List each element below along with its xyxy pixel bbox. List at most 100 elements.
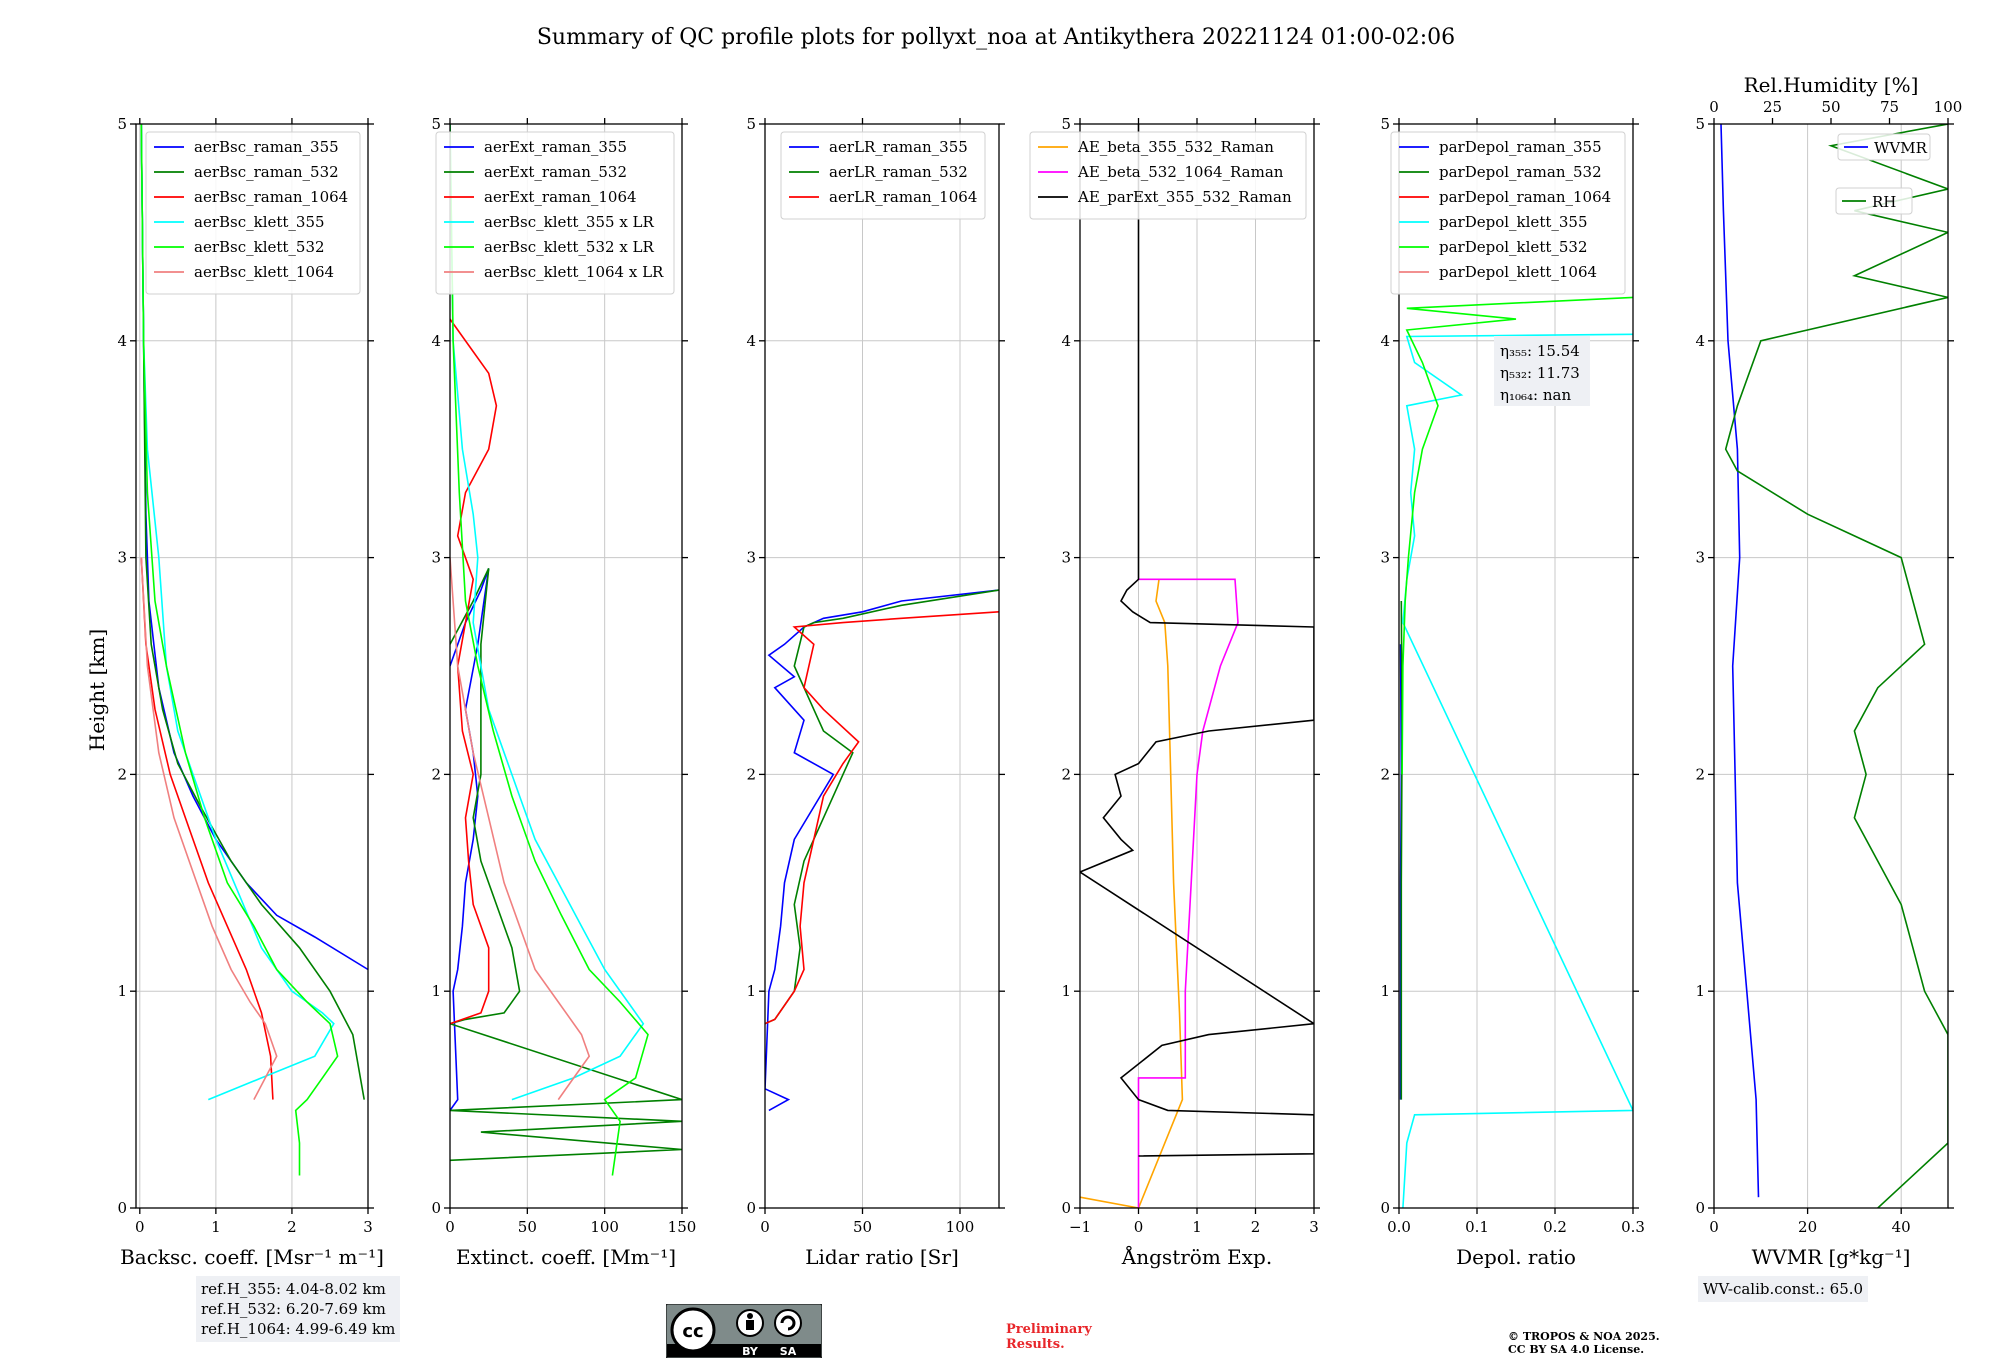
preliminary-line-1: Preliminary (1006, 1322, 1092, 1337)
y-tick-label: 5 (1380, 115, 1390, 133)
x-tick-label: 50 (853, 1218, 872, 1236)
y-tick-label: 0 (117, 1199, 127, 1217)
legend: RH (1835, 187, 1913, 215)
series-line-aerlr-raman-532 (765, 589, 999, 1025)
plot-frame (1398, 123, 1634, 1209)
x-tick-label: 1 (211, 1218, 221, 1236)
series-line-pardepol-klett-532 (1401, 296, 1633, 775)
x-tick-label: 0 (1709, 1218, 1719, 1236)
y-tick-label: 0 (746, 1199, 756, 1217)
legend-entry: aerLR_raman_1064 (829, 188, 977, 206)
legend-entry: aerBsc_klett_355 x LR (484, 213, 655, 231)
legend-box (1837, 133, 1931, 161)
y-tick-label: 4 (1061, 332, 1071, 350)
x-axis-label: Extinct. coeff. [Mm⁻¹] (456, 1245, 676, 1269)
preliminary-results-note: Preliminary Results. (1006, 1322, 1092, 1352)
series-line-ae-parext-355-532-raman (1080, 124, 1314, 1157)
y-tick-label: 3 (1061, 549, 1071, 567)
eta-annotation-box (1494, 336, 1590, 406)
panel-2: 0 50 100 150 0 1 2 3 4 5 Extinct. coeff. [Mm⁻¹] aer… (431, 115, 696, 1269)
series-line-aerbsc-klett-355-x-lr (450, 124, 645, 1101)
y-tick-label: 1 (746, 982, 756, 1000)
x-axis-label: Lidar ratio [Sr] (805, 1245, 959, 1269)
wv-calibration-constant: WV-calib.const.: 65.0 (1703, 1280, 1864, 1298)
eta-annotation-line: η₅₃₂: 11.73 (1500, 364, 1580, 382)
ref-height-532: ref.H_532: 6.20-7.69 km (201, 1300, 386, 1318)
panel-1: 0 1 2 3 0 1 2 3 4 5 Backsc. coeff. [Msr⁻¹ m⁻¹] aerB… (117, 115, 383, 1269)
x-tick-label: 0.3 (1621, 1218, 1645, 1236)
x2-axis-label: Rel.Humidity [%] (1744, 73, 1919, 97)
x-tick-label: 3 (363, 1218, 373, 1236)
panel-3: 0 50 100 0 1 2 3 4 5 Lidar ratio [Sr] aerLR_raman_… (746, 115, 1005, 1269)
x-tick-label: 0 (1134, 1218, 1144, 1236)
copyright-note: © TROPOS & NOA 2025. CC BY SA 4.0 Licens… (1508, 1330, 1660, 1356)
y-tick-label: 0 (1695, 1199, 1705, 1217)
series-group (1399, 296, 1633, 1208)
series-line-rh (1724, 124, 1948, 1208)
x-tick-label: 0.1 (1465, 1218, 1489, 1236)
legend-box (1835, 187, 1913, 215)
legend: WVMR (1837, 133, 1931, 161)
legend-entry: aerBsc_raman_1064 (194, 188, 348, 206)
y-tick-label: 5 (1061, 115, 1071, 133)
panels-group: 0 1 2 3 0 1 2 3 4 5 Backsc. coeff. [Msr⁻¹ m⁻¹] aerB… (117, 73, 1962, 1269)
badge-by-label: BY (742, 1345, 759, 1358)
plot-frame (764, 123, 1000, 1209)
legend-entry: parDepol_klett_532 (1439, 238, 1588, 256)
x-tick-label: 0 (135, 1218, 145, 1236)
y-tick-label: 1 (1380, 982, 1390, 1000)
series-line-pardepol-klett-355 (1402, 333, 1633, 1208)
y-tick-label: 2 (117, 765, 127, 783)
legend-entry: parDepol_raman_532 (1439, 163, 1602, 181)
legend-entry: AE_parExt_355_532_Raman (1077, 188, 1292, 206)
legend-box (780, 131, 986, 220)
y-tick-label: 5 (1695, 115, 1705, 133)
y-tick-label: 3 (746, 549, 756, 567)
x2-tick-label: 75 (1880, 98, 1899, 116)
x-tick-label: 3 (1309, 1218, 1319, 1236)
y-tick-label: 5 (746, 115, 756, 133)
cc-circle-icon (670, 1307, 716, 1353)
series-line-wvmr (1720, 124, 1760, 1198)
y-tick-label: 5 (117, 115, 127, 133)
legend-entry: aerBsc_klett_1064 x LR (484, 263, 664, 281)
y-tick-label: 4 (117, 332, 127, 350)
plot-frame (1713, 123, 1949, 1209)
y-tick-label: 3 (431, 549, 441, 567)
series-line-aerbsc-klett-1064-x-lr (450, 557, 591, 1101)
x-tick-label: 100 (946, 1218, 975, 1236)
x2-tick-label: 25 (1763, 98, 1782, 116)
y-tick-label: 2 (1380, 765, 1390, 783)
series-line-aerbsc-klett-355 (140, 124, 335, 1101)
series-line-aerlr-raman-355 (765, 589, 999, 1112)
y-tick-label: 4 (431, 332, 441, 350)
y-tick-label: 3 (1380, 549, 1390, 567)
legend-entry: AE_beta_532_1064_Raman (1077, 163, 1284, 181)
panel-5: 0.0 0.1 0.2 0.3 0 1 2 3 4 5 Depol. ratio parDepol_r… (1380, 115, 1644, 1269)
x-tick-label: −1 (1069, 1218, 1091, 1236)
legend-entry: aerExt_raman_1064 (484, 188, 637, 206)
x-axis-label: Backsc. coeff. [Msr⁻¹ m⁻¹] (120, 1245, 384, 1269)
x-tick-label: 20 (1798, 1218, 1817, 1236)
x-tick-label: 100 (590, 1218, 619, 1236)
wv-calibration-box: WV-calib.const.: 65.0 (1698, 1276, 1869, 1302)
eta-annotation-line: η₃₅₅: 15.54 (1500, 342, 1580, 360)
legend: parDepol_raman_355 parDepol_raman_532 parD… (1390, 131, 1626, 295)
series-line-aerbsc-klett-532 (140, 124, 339, 1176)
y-tick-label: 0 (1061, 1199, 1071, 1217)
y-tick-label: 1 (117, 982, 127, 1000)
legend-entry: RH (1872, 193, 1896, 211)
legend-box (1390, 131, 1626, 295)
reference-heights-box: ref.H_355: 4.04-8.02 km ref.H_532: 6.20-… (196, 1276, 401, 1342)
svg-text:cc: cc (682, 1321, 703, 1342)
legend: aerBsc_raman_355 aerBsc_raman_532 aerBsc_r… (145, 131, 361, 295)
y-tick-label: 1 (431, 982, 441, 1000)
legend-entry: aerBsc_raman_532 (194, 163, 339, 181)
x-axis-label: Depol. ratio (1456, 1245, 1576, 1269)
y-tick-label: 3 (1695, 549, 1705, 567)
y-tick-label: 0 (1380, 1199, 1390, 1217)
figure-title: Summary of QC profile plots for pollyxt_… (537, 25, 1455, 50)
